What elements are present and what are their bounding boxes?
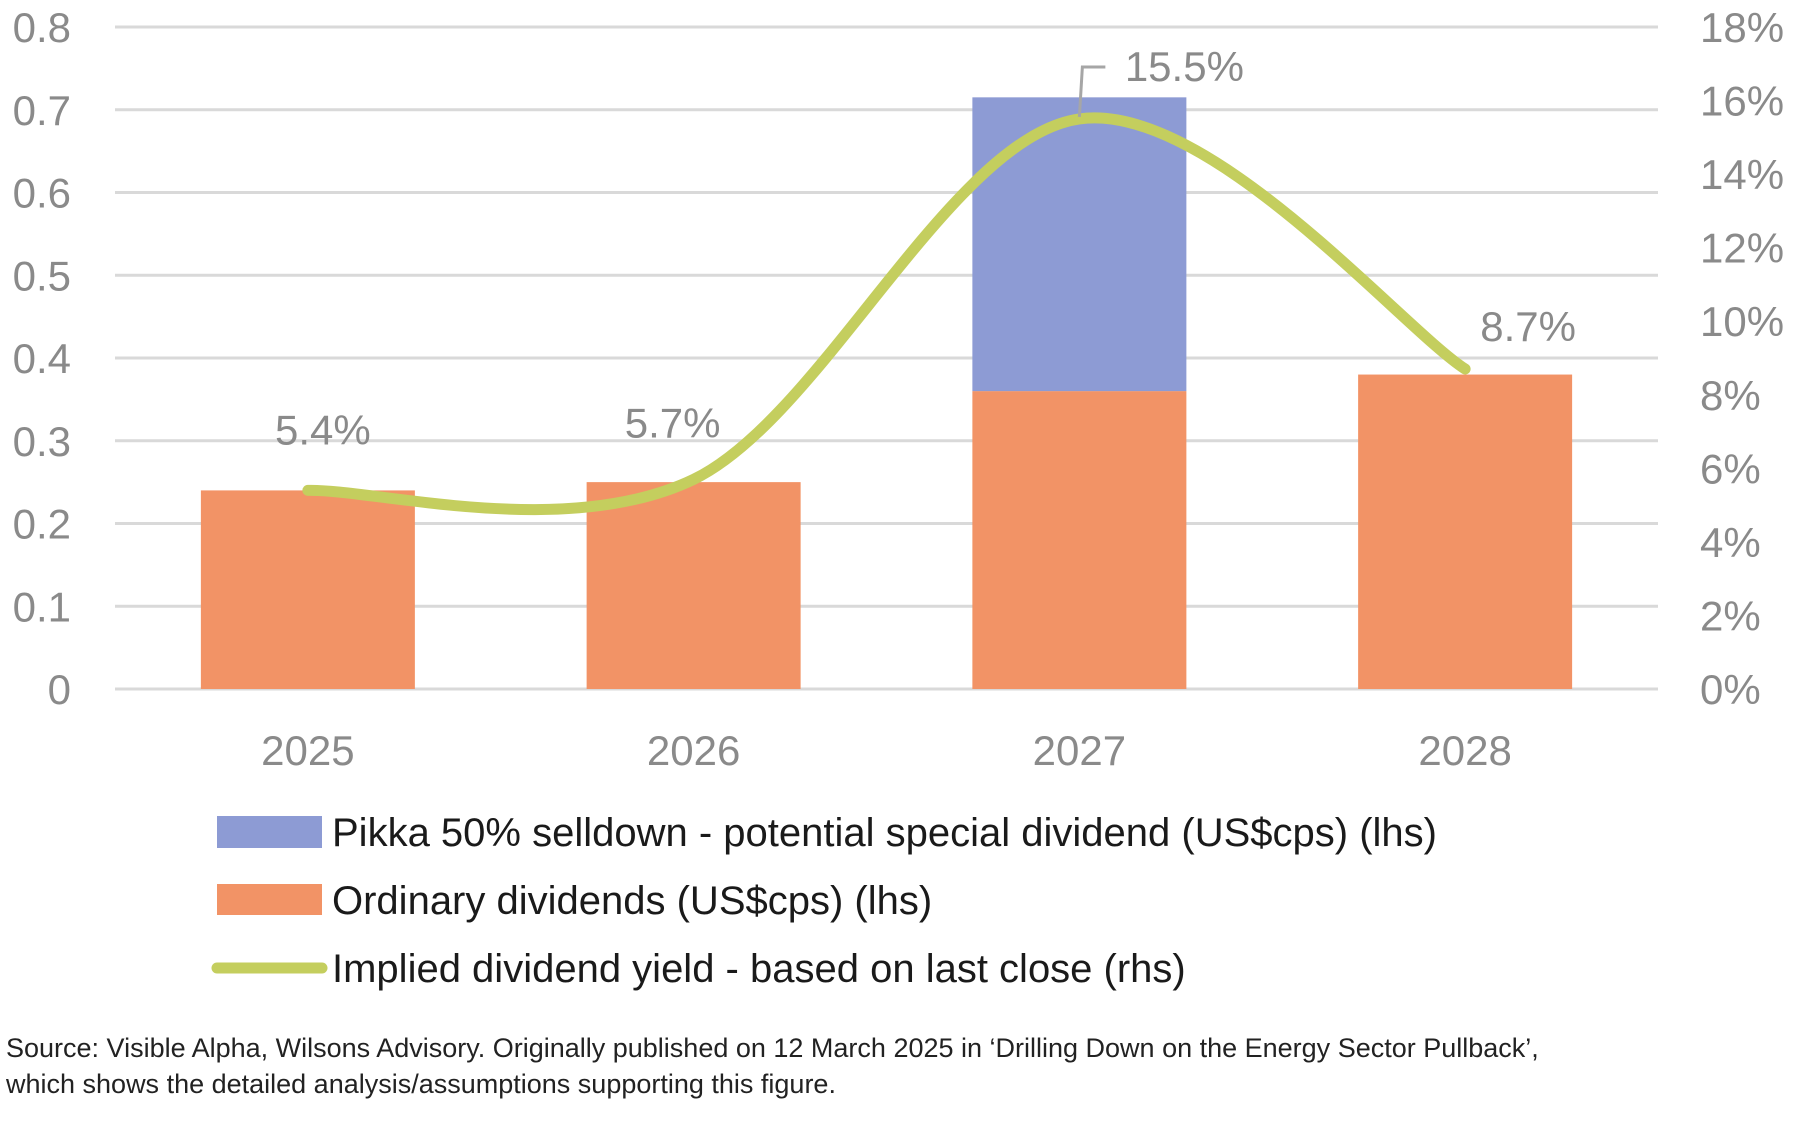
source-line-1: Source: Visible Alpha, Wilsons Advisory.… xyxy=(6,1033,1539,1063)
bar-ordinary-2027 xyxy=(972,391,1187,689)
x-axis-tick-label: 2028 xyxy=(1418,727,1511,774)
left-axis-tick-label: 0.4 xyxy=(13,335,71,382)
x-axis-tick-labels: 2025 2026 2027 2028 xyxy=(261,727,1512,774)
dividend-chart: 0 0.1 0.2 0.3 0.4 0.5 0.6 0.7 0.8 0% 2% 4% 6% 8% 10% 1… xyxy=(13,4,1784,991)
legend-label-yield: Implied dividend yield - based on last c… xyxy=(332,947,1186,991)
data-label-2026: 5.7% xyxy=(625,399,721,446)
left-axis-tick-label: 0.5 xyxy=(13,252,71,299)
right-axis-tick-label: 10% xyxy=(1700,298,1784,345)
legend-swatch-ordinary xyxy=(217,884,322,915)
left-axis-tick-label: 0.2 xyxy=(13,501,71,548)
data-label-2028: 8.7% xyxy=(1480,303,1576,350)
bar-ordinary-2026 xyxy=(586,482,801,689)
bar-special-2027 xyxy=(972,97,1187,392)
right-axis-tick-label: 0% xyxy=(1700,666,1761,713)
data-label-2027: 15.5% xyxy=(1125,43,1244,90)
x-axis-tick-label: 2026 xyxy=(647,727,740,774)
legend-label-special: Pikka 50% selldown - potential special d… xyxy=(332,811,1437,855)
yield-line xyxy=(302,112,1471,516)
right-axis-tick-label: 8% xyxy=(1700,372,1761,419)
bar-ordinary-2025 xyxy=(200,490,415,689)
left-axis-tick-label: 0.1 xyxy=(13,583,71,630)
x-axis-tick-label: 2027 xyxy=(1033,727,1126,774)
data-label-leader-2027 xyxy=(1077,65,1106,118)
right-axis-tick-label: 4% xyxy=(1700,519,1761,566)
right-axis-tick-label: 18% xyxy=(1700,4,1784,51)
left-axis-tick-label: 0 xyxy=(48,666,71,713)
left-axis-tick-label: 0.8 xyxy=(13,4,71,51)
left-axis-tick-label: 0.3 xyxy=(13,418,71,465)
right-axis-tick-label: 14% xyxy=(1700,151,1784,198)
right-axis-tick-label: 16% xyxy=(1700,78,1784,125)
left-axis-tick-label: 0.7 xyxy=(13,87,71,134)
data-label-2025: 5.4% xyxy=(275,406,371,453)
legend-swatch-special xyxy=(217,816,322,848)
legend: Pikka 50% selldown - potential special d… xyxy=(211,811,1437,991)
right-axis-tick-labels: 0% 2% 4% 6% 8% 10% 12% 14% 16% 18% xyxy=(1700,4,1784,713)
right-axis-tick-label: 2% xyxy=(1700,592,1761,639)
bars xyxy=(200,97,1573,689)
bar-ordinary-2028 xyxy=(1358,374,1573,689)
yield-line-group xyxy=(302,112,1471,516)
legend-label-ordinary: Ordinary dividends (US$cps) (lhs) xyxy=(332,879,932,923)
data-labels: 5.4% 5.7% 15.5% 8.7% xyxy=(275,43,1576,453)
source-note: Source: Visible Alpha, Wilsons Advisory.… xyxy=(6,1030,1786,1102)
left-axis-tick-label: 0.6 xyxy=(13,170,71,217)
right-axis-tick-label: 6% xyxy=(1700,445,1761,492)
right-axis-tick-label: 12% xyxy=(1700,225,1784,272)
x-axis-tick-label: 2025 xyxy=(261,727,354,774)
left-axis-tick-labels: 0 0.1 0.2 0.3 0.4 0.5 0.6 0.7 0.8 xyxy=(13,4,71,713)
source-line-2: which shows the detailed analysis/assump… xyxy=(6,1069,836,1099)
